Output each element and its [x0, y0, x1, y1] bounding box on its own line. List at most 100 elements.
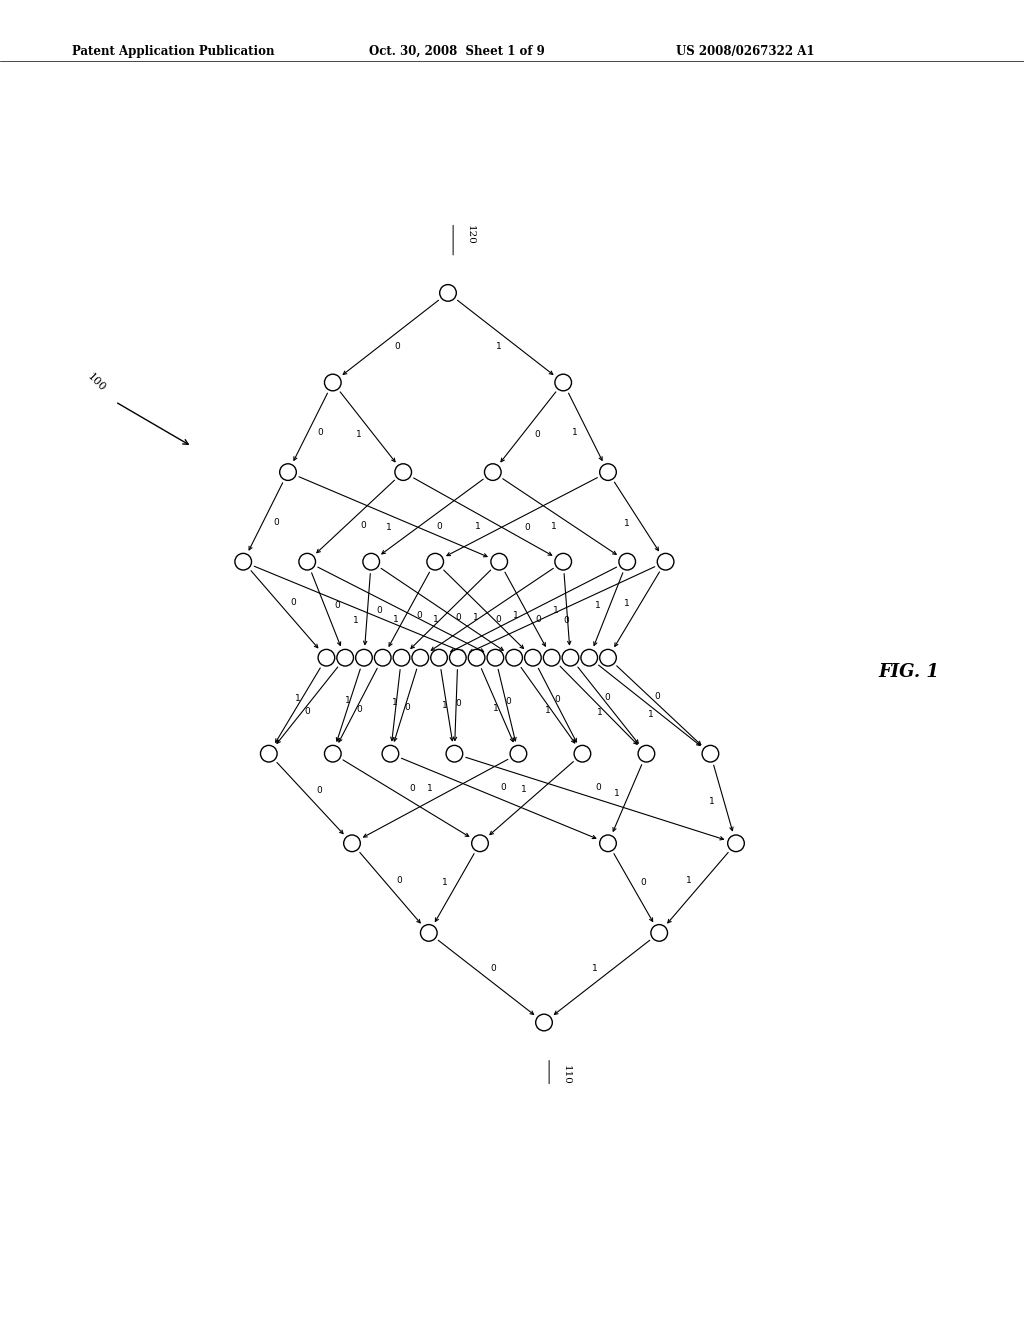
- Text: 1: 1: [386, 523, 392, 532]
- Circle shape: [450, 649, 466, 667]
- Circle shape: [657, 553, 674, 570]
- Circle shape: [355, 649, 373, 667]
- Circle shape: [439, 285, 457, 301]
- Circle shape: [544, 649, 560, 667]
- Text: 1: 1: [433, 615, 439, 624]
- Text: 1: 1: [496, 342, 502, 351]
- Text: 1: 1: [710, 797, 715, 807]
- Circle shape: [487, 649, 504, 667]
- Text: 0: 0: [535, 430, 540, 440]
- Text: 0: 0: [604, 693, 610, 702]
- Text: 1: 1: [475, 523, 480, 532]
- Text: US 2008/0267322 A1: US 2008/0267322 A1: [676, 45, 814, 58]
- Circle shape: [280, 463, 296, 480]
- Circle shape: [581, 649, 598, 667]
- Circle shape: [260, 746, 278, 762]
- Text: 1: 1: [551, 521, 556, 531]
- Circle shape: [728, 836, 744, 851]
- Circle shape: [536, 1014, 552, 1031]
- Circle shape: [472, 836, 488, 851]
- Circle shape: [555, 553, 571, 570]
- Text: 1: 1: [441, 701, 447, 710]
- Text: 0: 0: [376, 606, 382, 615]
- Circle shape: [574, 746, 591, 762]
- Text: 1: 1: [352, 616, 358, 624]
- Text: 0: 0: [490, 964, 497, 973]
- Text: 0: 0: [360, 521, 366, 529]
- Circle shape: [618, 553, 636, 570]
- Text: 0: 0: [563, 615, 569, 624]
- Circle shape: [325, 746, 341, 762]
- Text: 0: 0: [641, 878, 646, 887]
- Text: FIG. 1: FIG. 1: [879, 663, 939, 681]
- Circle shape: [510, 746, 526, 762]
- Circle shape: [468, 649, 485, 667]
- Text: 0: 0: [356, 705, 362, 714]
- Text: 1: 1: [295, 694, 301, 704]
- Circle shape: [600, 649, 616, 667]
- Text: 0: 0: [496, 615, 501, 624]
- Text: 1: 1: [345, 696, 350, 705]
- Text: 1: 1: [595, 601, 600, 610]
- Text: 1: 1: [648, 710, 654, 718]
- Circle shape: [318, 649, 335, 667]
- Circle shape: [490, 553, 508, 570]
- Text: 0: 0: [410, 784, 416, 793]
- Text: 1: 1: [512, 611, 518, 619]
- Text: 100: 100: [85, 371, 108, 393]
- Text: 0: 0: [505, 697, 511, 706]
- Circle shape: [651, 924, 668, 941]
- Circle shape: [555, 374, 571, 391]
- Text: 1: 1: [356, 430, 361, 440]
- Text: 1: 1: [553, 606, 558, 615]
- Circle shape: [382, 746, 398, 762]
- Text: 0: 0: [456, 614, 461, 623]
- Text: 0: 0: [555, 694, 560, 704]
- Text: 1: 1: [625, 519, 630, 528]
- Text: 0: 0: [654, 692, 659, 701]
- Circle shape: [412, 649, 429, 667]
- Circle shape: [325, 374, 341, 391]
- Text: 1: 1: [441, 878, 447, 887]
- Circle shape: [446, 746, 463, 762]
- Circle shape: [395, 463, 412, 480]
- Text: 0: 0: [536, 615, 542, 624]
- Text: 1: 1: [686, 876, 692, 886]
- Text: 0: 0: [416, 611, 422, 619]
- Text: 0: 0: [304, 708, 310, 717]
- Text: 120: 120: [466, 226, 475, 246]
- Text: 0: 0: [394, 342, 400, 351]
- Text: 1: 1: [545, 706, 550, 715]
- Text: 1: 1: [624, 599, 630, 609]
- Circle shape: [362, 553, 380, 570]
- Text: 0: 0: [273, 517, 279, 527]
- Text: 0: 0: [524, 523, 529, 532]
- Circle shape: [506, 649, 522, 667]
- Text: 0: 0: [317, 428, 324, 437]
- Text: 1: 1: [597, 709, 602, 717]
- Text: 0: 0: [334, 601, 340, 610]
- Text: 1: 1: [427, 784, 432, 793]
- Circle shape: [702, 746, 719, 762]
- Circle shape: [421, 924, 437, 941]
- Text: 0: 0: [456, 700, 461, 709]
- Text: 110: 110: [562, 1065, 571, 1085]
- Circle shape: [393, 649, 410, 667]
- Text: 1: 1: [493, 704, 499, 713]
- Text: 0: 0: [404, 702, 411, 711]
- Circle shape: [337, 649, 353, 667]
- Circle shape: [344, 836, 360, 851]
- Circle shape: [484, 463, 501, 480]
- Circle shape: [427, 553, 443, 570]
- Circle shape: [234, 553, 252, 570]
- Text: Oct. 30, 2008  Sheet 1 of 9: Oct. 30, 2008 Sheet 1 of 9: [369, 45, 545, 58]
- Text: 0: 0: [501, 783, 507, 792]
- Circle shape: [562, 649, 579, 667]
- Text: 1: 1: [592, 964, 597, 973]
- Circle shape: [638, 746, 654, 762]
- Text: 0: 0: [316, 787, 322, 795]
- Circle shape: [600, 463, 616, 480]
- Text: 1: 1: [393, 615, 399, 624]
- Text: 1: 1: [521, 785, 526, 795]
- Circle shape: [431, 649, 447, 667]
